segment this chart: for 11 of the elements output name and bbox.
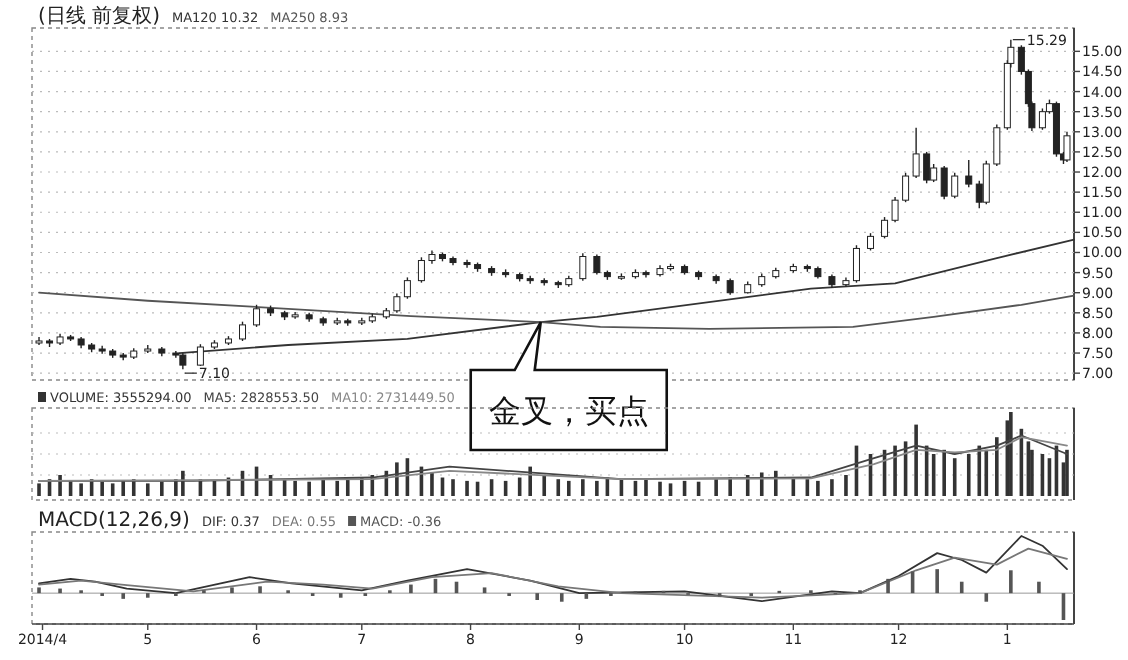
candlestick — [965, 159, 973, 189]
line-series — [178, 238, 1075, 354]
candlestick — [526, 275, 534, 285]
candlestick — [253, 304, 261, 328]
candlestick — [196, 343, 204, 367]
chart-title: MACD(12,26,9) — [38, 510, 191, 532]
chart-title: (日线 前复权) — [38, 4, 161, 28]
line-series — [38, 291, 1075, 330]
candlestick — [239, 320, 247, 342]
candlestick — [579, 252, 587, 282]
annotation: 金叉，买点 — [488, 392, 649, 431]
